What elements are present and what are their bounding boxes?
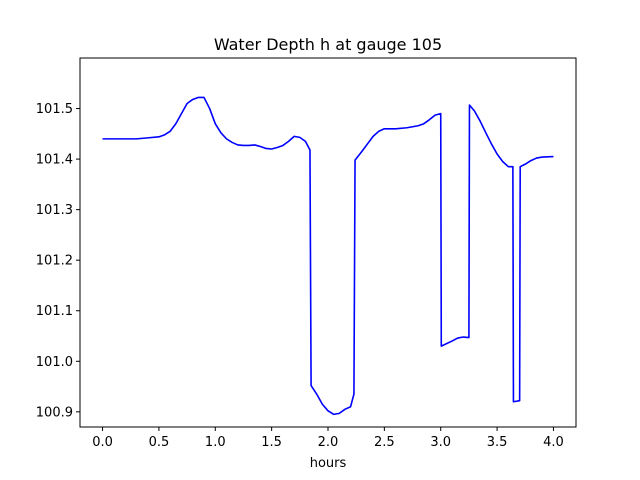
y-tick-label: 101.0 xyxy=(36,355,73,370)
plot-frame xyxy=(79,57,577,428)
x-tick-label: 3.0 xyxy=(430,435,451,450)
series-layer xyxy=(102,96,554,416)
x-tick-label: 0.0 xyxy=(92,435,113,450)
x-axis-label: hours xyxy=(310,456,347,471)
y-tick-label: 101.1 xyxy=(36,304,73,319)
x-tick-label: 3.5 xyxy=(487,435,508,450)
x-tick-label: 0.5 xyxy=(149,435,170,450)
x-tick-label: 4.0 xyxy=(543,435,564,450)
y-tick-label: 101.3 xyxy=(36,203,73,218)
x-tick-label: 2.0 xyxy=(318,435,339,450)
x-axis: 0.0 0.5 1.0 1.5 2.0 2.5 3.0 3.5 4.0 xyxy=(92,427,564,450)
y-tick-label: 101.2 xyxy=(36,254,73,269)
y-tick-label: 100.9 xyxy=(36,405,73,420)
y-tick-label: 101.4 xyxy=(36,153,73,168)
y-axis: 100.9 101.0 101.1 101.2 101.3 101.4 101.5 xyxy=(36,102,80,420)
x-tick-label: 1.5 xyxy=(261,435,282,450)
x-tick-label: 2.5 xyxy=(374,435,395,450)
y-tick-label: 101.5 xyxy=(36,102,73,117)
x-tick-label: 1.0 xyxy=(205,435,226,450)
series-line-0 xyxy=(102,96,554,416)
chart-title: Water Depth h at gauge 105 xyxy=(214,35,442,54)
